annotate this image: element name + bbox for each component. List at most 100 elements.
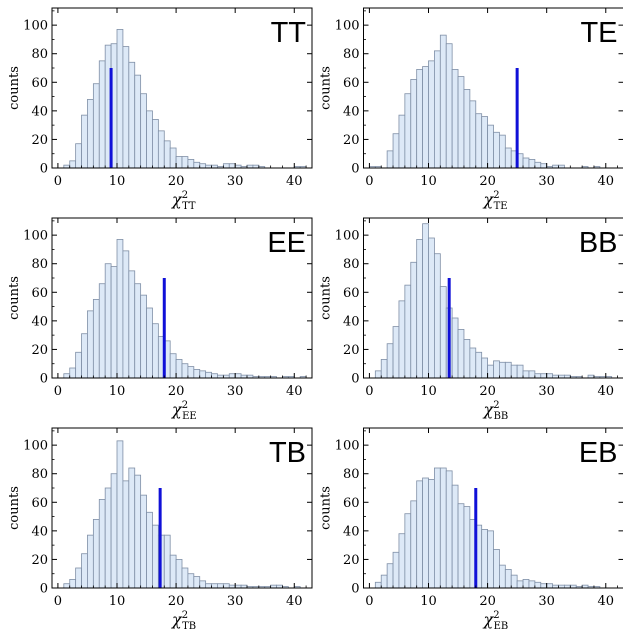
histogram-bar <box>481 357 488 379</box>
histogram-bar <box>451 317 459 379</box>
histogram-bar <box>222 163 230 169</box>
panel-title: EE <box>267 227 306 259</box>
histogram-bar <box>87 310 94 379</box>
x-tick-label: 20 <box>479 594 496 609</box>
x-tick-label: 40 <box>286 594 303 609</box>
x-axis-label: χ2 EB <box>483 610 509 630</box>
plot-frame <box>51 7 313 169</box>
histogram-bar <box>187 573 195 589</box>
histogram-bar <box>234 373 242 379</box>
histogram-bar <box>175 559 183 589</box>
x-tick-label: 0 <box>365 594 373 609</box>
histogram-bar <box>404 93 412 169</box>
histogram-bar <box>410 500 418 589</box>
plot-frame <box>51 217 313 379</box>
y-tick-label: 60 <box>31 496 48 511</box>
histogram-bar <box>404 284 412 379</box>
histogram-bar <box>110 266 118 379</box>
histogram-bar <box>499 134 506 169</box>
histogram-bar <box>163 534 171 589</box>
histogram-bar <box>169 554 177 589</box>
histogram-bar <box>92 519 100 589</box>
x-tick-label: 30 <box>538 174 555 189</box>
histogram-bar <box>522 157 530 169</box>
y-tick-label: 0 <box>351 372 359 387</box>
y-tick-label: 40 <box>343 104 360 119</box>
y-axis-label: counts <box>7 276 22 320</box>
x-tick-label: 0 <box>365 174 373 189</box>
histogram-bar <box>81 553 88 589</box>
x-tick-label: 20 <box>479 384 496 399</box>
histogram-bar <box>504 147 512 169</box>
histogram-bar <box>516 364 524 379</box>
y-axis-label: counts <box>319 486 334 530</box>
panel-title: EB <box>579 437 618 469</box>
histogram-bar <box>98 499 106 589</box>
histogram-bar <box>92 83 100 169</box>
x-axis-label: χ2 EE <box>171 400 197 422</box>
panel-title: BB <box>579 227 618 259</box>
x-tick-label: 40 <box>597 384 614 399</box>
histogram-bar <box>134 283 142 379</box>
histogram-bar <box>439 34 447 169</box>
x-tick-label: 10 <box>109 174 126 189</box>
histogram-bar <box>528 580 536 589</box>
x-tick-label: 10 <box>420 594 437 609</box>
panel-tt: 0 10 20 30 40 0 20 40 60 80 100 counts χ2 TT TT <box>7 7 313 212</box>
histogram-bar <box>528 370 536 379</box>
histogram-bar <box>457 503 465 589</box>
plot-frame <box>51 427 313 589</box>
histogram-bar <box>445 43 453 169</box>
histogram-bar <box>475 351 483 379</box>
histogram-bar <box>228 373 236 379</box>
histogram-bar <box>63 373 71 379</box>
histogram-bar <box>522 579 530 589</box>
histogram-bar <box>516 580 524 589</box>
panel-ee: 0 10 20 30 40 0 20 40 60 80 100 counts χ2 EE EE <box>7 217 313 422</box>
y-axis-label: counts <box>7 66 22 110</box>
histogram-bar <box>140 93 147 169</box>
histogram-bar <box>499 361 506 379</box>
y-tick-label: 100 <box>335 19 360 34</box>
bars <box>63 440 301 589</box>
histogram-bar <box>98 283 106 379</box>
histogram-bar <box>487 364 494 379</box>
histogram-bar <box>445 470 453 589</box>
histogram-bar <box>104 487 112 589</box>
histogram-bar <box>128 270 136 379</box>
y-tick-label: 40 <box>31 104 48 119</box>
histogram-bar <box>152 119 159 169</box>
histogram-bar <box>510 574 518 589</box>
histogram-bar <box>181 363 189 379</box>
histogram-bar <box>439 286 447 379</box>
y-tick-label: 20 <box>31 133 48 148</box>
y-tick-label: 100 <box>335 229 360 244</box>
histogram-bar <box>75 351 82 379</box>
histogram-bar <box>175 359 183 379</box>
y-tick-label: 60 <box>343 286 360 301</box>
histogram-bar <box>116 29 124 169</box>
histogram-bar <box>380 359 388 379</box>
y-tick-label: 80 <box>31 257 48 272</box>
histogram-bar <box>374 370 382 379</box>
y-tick-label: 100 <box>23 229 48 244</box>
histogram-bar <box>169 353 177 379</box>
histogram-bar <box>75 143 82 169</box>
histogram-bar <box>487 124 494 169</box>
histogram-bar <box>134 474 142 589</box>
histogram-bar <box>146 307 153 379</box>
histogram-bar <box>510 364 518 379</box>
histogram-bar <box>534 581 542 589</box>
histogram-bar <box>504 569 512 589</box>
histogram-bar <box>522 370 530 379</box>
histogram-bar <box>451 69 459 169</box>
y-tick-label: 60 <box>31 76 48 91</box>
histogram-bar <box>187 159 195 169</box>
histogram-bar <box>69 579 77 589</box>
y-tick-label: 0 <box>40 582 48 597</box>
histogram-bar <box>404 513 412 589</box>
x-tick-label: 0 <box>54 594 62 609</box>
x-tick-label: 0 <box>54 384 62 399</box>
panel-title: TT <box>271 17 307 49</box>
